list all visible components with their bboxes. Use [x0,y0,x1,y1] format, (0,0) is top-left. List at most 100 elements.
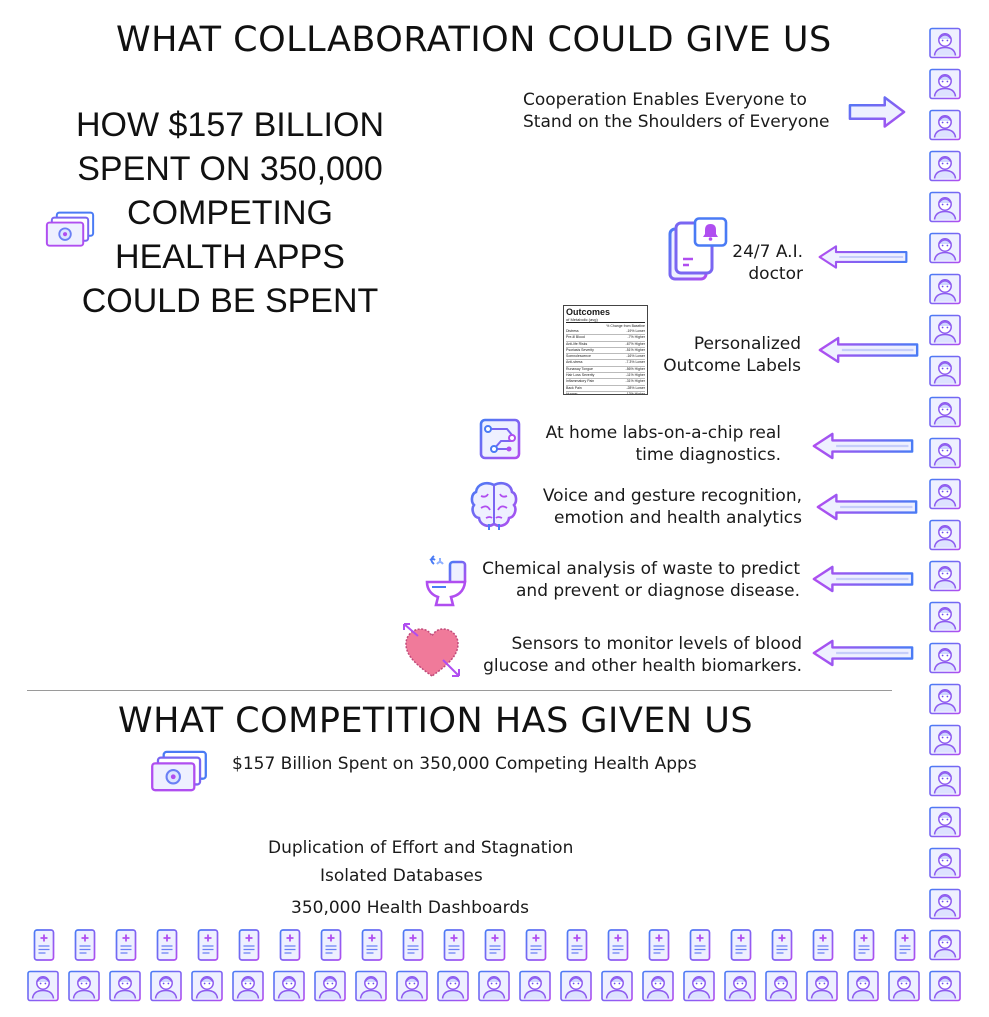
outcome-label-change: -67% Higher [625,341,645,346]
person-icon [928,806,962,838]
person-icon [67,970,101,1002]
feature-voice-gesture-line-2: emotion and health analytics [554,508,802,528]
feature-outcome-labels-text: Personalized Outcome Labels [640,333,801,377]
outcome-label-change: -11% Higher [625,373,645,378]
person-icon [887,970,921,1002]
outcome-label-row: Runaway Tongue -56% Higher [566,366,645,374]
money-stack-icon [44,211,96,249]
person-icon [149,970,183,1002]
outcome-label-change: -7.3% Lower [625,360,645,365]
feature-biomarker-sensors-line-1: Sensors to monitor levels of blood [511,634,802,654]
person-icon [928,929,962,961]
person-icon [928,355,962,387]
feature-lab-chip-line-2: time diagnostics. [635,445,781,465]
health-app-icon [770,928,794,962]
arrow-left-icon [818,242,908,272]
outcome-label-change: -7% Higher [627,335,645,340]
health-app-icon [196,928,220,962]
feature-ai-doctor-text: 24/7 A.I. doctor [700,241,803,285]
person-icon [928,519,962,551]
brain-icon [469,480,519,532]
person-icon [928,232,962,264]
health-app-icon [688,928,712,962]
outcome-label-row: Distress -19% Lower [566,329,645,336]
arrow-left-icon [816,491,918,523]
person-icon [641,970,675,1002]
collaboration-title: WHAT COLLABORATION COULD GIVE US [116,20,832,60]
person-icon [354,970,388,1002]
outcome-label-row: Pre-ill Blood -7% Higher [566,335,645,342]
outcome-label-row: Anti-life Risks -67% Higher [566,342,645,348]
cooperation-line-1: Cooperation Enables Everyone to [523,90,807,110]
outcome-label-change: -16% Lower [626,354,645,359]
outcome-label-row: Anti-stress -7.3% Lower [566,360,645,367]
health-app-icon [524,928,548,962]
outcome-label-subtitle: of Metabolic (avg) [566,317,645,323]
outcome-label-measure: Runaway Tongue [566,366,593,371]
outcome-label-change: -31% Higher [625,379,645,384]
heart-icon [401,622,463,680]
person-icon [928,847,962,879]
outcome-label-measure: Psoriasis Severity [566,347,594,352]
outcome-label-measure: Back Pain [566,385,582,390]
health-app-icon [729,928,753,962]
feature-outcome-labels-line-2: Outcome Labels [663,356,801,376]
outcome-label-image: Outcomes of Metabolic (avg) % Change fro… [563,305,648,395]
outcome-label-measure: Anti-stress [566,360,583,365]
person-icon [436,970,470,1002]
headline: HOW $157 BILLION SPENT ON 350,000 COMPET… [75,106,384,320]
outcome-label-measure: Somnolescence [566,354,591,359]
feature-waste-analysis-line-2: and prevent or diagnose disease. [516,581,800,601]
outcome-label-change: -13% Higher [625,391,645,395]
outcome-label-measure: Hair Loss Severity [566,373,595,378]
person-icon [846,970,880,1002]
person-icon [723,970,757,1002]
cooperation-line-2: Stand on the Shoulders of Everyone [523,112,830,132]
person-icon [928,560,962,592]
person-icon [559,970,593,1002]
person-icon [395,970,429,1002]
person-icon [928,642,962,674]
health-app-icon [647,928,671,962]
arrow-left-icon [818,334,919,366]
person-icon [928,273,962,305]
person-icon [928,683,962,715]
outcome-label-change: -19% Lower [626,329,645,333]
outcome-label-row: Hunger -13% Higher [566,391,645,395]
person-icon [805,970,839,1002]
feature-ai-doctor-line-2: doctor [748,264,803,284]
health-app-icon [155,928,179,962]
health-app-icon [811,928,835,962]
person-icon [26,970,60,1002]
feature-waste-analysis-text: Chemical analysis of waste to predict an… [450,558,800,602]
person-icon [518,970,552,1002]
person-icon [928,601,962,633]
health-app-icon [32,928,56,962]
feature-lab-chip-text: At home labs-on-a-chip real time diagnos… [500,422,781,466]
cooperation-text: Cooperation Enables Everyone to Stand on… [523,89,853,133]
person-icon [928,396,962,428]
outcome-label-measure: Inflammatory Pain [566,379,595,384]
outcome-label-column-header: % Change from Baseline [606,324,645,328]
outcome-label-row: Back Pain -28% Lower [566,386,645,392]
person-icon [928,765,962,797]
feature-voice-gesture-text: Voice and gesture recognition, emotion a… [500,485,802,529]
spent-text: $157 Billion Spent on 350,000 Competing … [232,754,697,774]
outcome-label-change: -28% Lower [626,385,645,390]
outcome-label-change: -56% Higher [625,366,645,371]
outcome-label-row: Psoriasis Severity -51% Higher [566,347,645,355]
arrow-left-icon [812,637,914,669]
person-icon [928,109,962,141]
toilet-icon [424,554,468,608]
outcome-label-measure: Hunger [566,391,578,395]
person-icon [600,970,634,1002]
health-app-icon [442,928,466,962]
person-icon [477,970,511,1002]
person-icon [928,970,962,1002]
arrow-left-icon [812,563,914,595]
feature-ai-doctor-line-1: 24/7 A.I. [732,242,803,262]
outcome-label-row: Somnolescence -16% Lower [566,354,645,361]
health-app-icon [606,928,630,962]
person-icon [928,27,962,59]
health-app-icon [73,928,97,962]
